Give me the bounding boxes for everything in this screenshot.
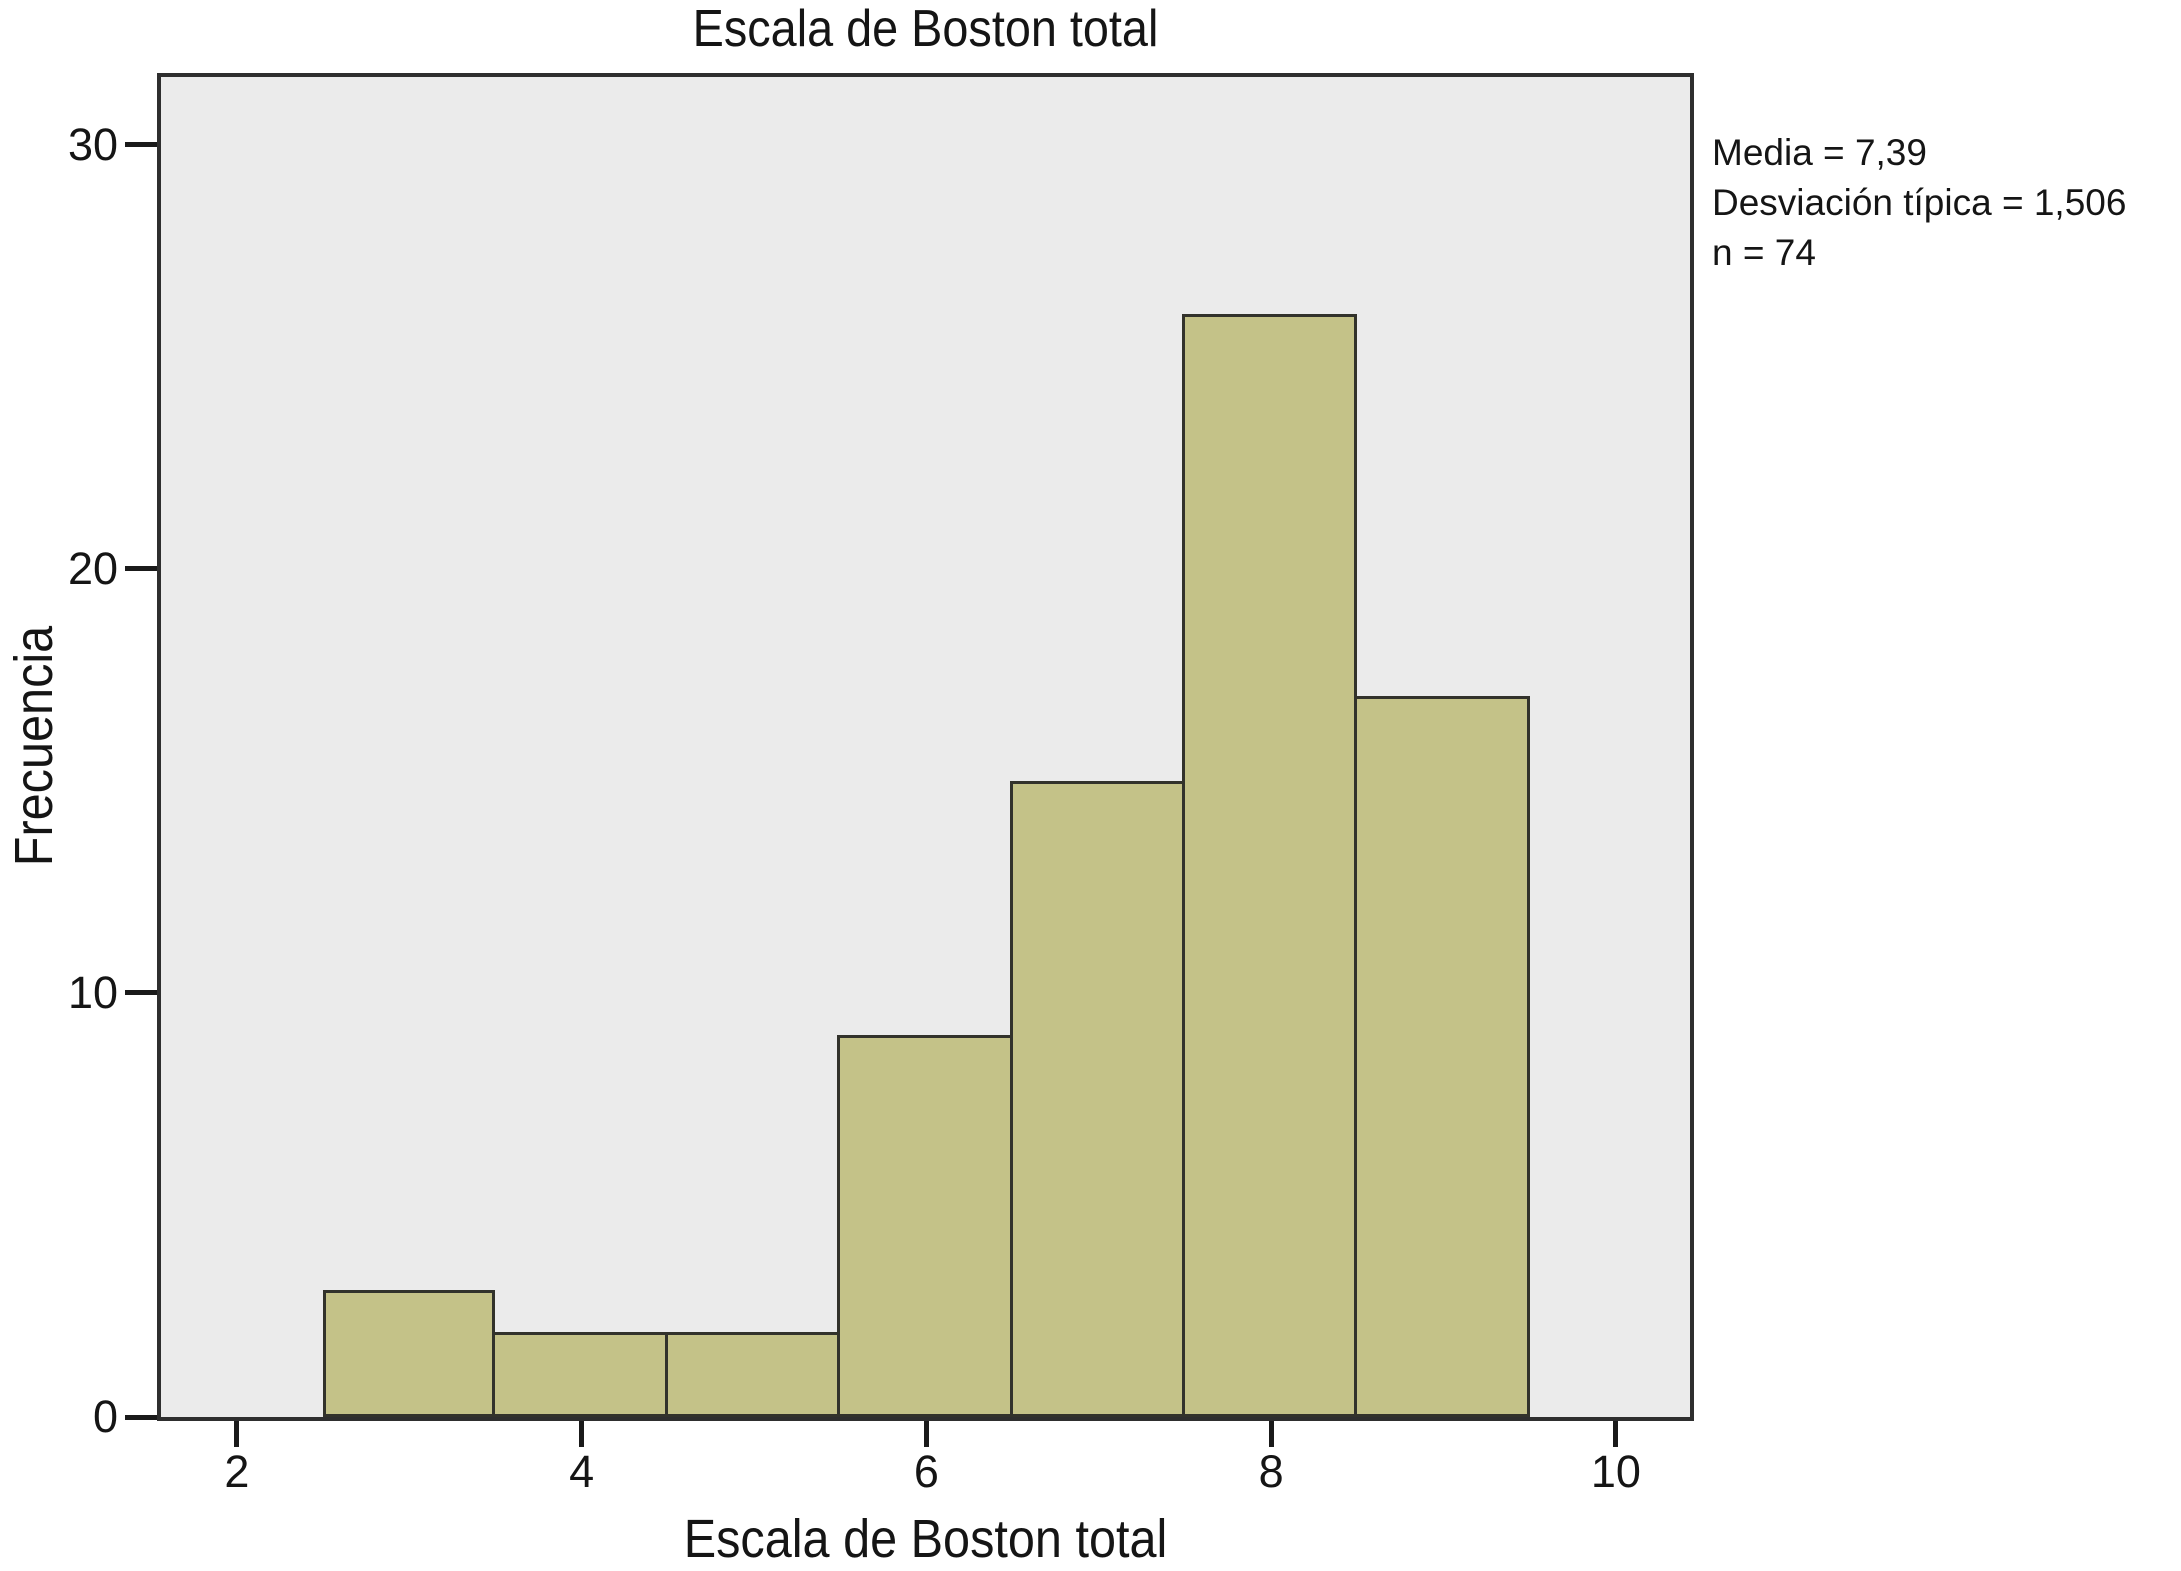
y-tick-mark	[125, 990, 157, 996]
y-axis-title: Frecuencia	[4, 625, 64, 867]
x-tick-label: 10	[1590, 1446, 1641, 1497]
chart-title: Escala de Boston total	[692, 0, 1159, 58]
histogram-bar	[837, 1035, 1013, 1417]
x-tick-mark	[1268, 1421, 1274, 1447]
x-tick-mark	[1613, 1421, 1619, 1447]
plot-area	[157, 73, 1694, 1421]
x-tick-label: 2	[224, 1446, 250, 1497]
x-tick-mark	[579, 1421, 585, 1447]
x-tick-label: 4	[569, 1446, 595, 1497]
histogram-bar	[1009, 780, 1185, 1417]
y-tick-mark	[125, 566, 157, 572]
stats-desviacion: Desviación típica = 1,506	[1712, 182, 2127, 223]
x-tick-label: 8	[1258, 1446, 1284, 1497]
histogram-bar	[1354, 696, 1530, 1417]
x-tick-mark	[923, 1421, 929, 1447]
y-tick-label: 0	[92, 1391, 118, 1442]
y-tick-label: 20	[67, 542, 118, 594]
stats-media: Media = 7,39	[1712, 132, 1927, 173]
y-tick-mark	[125, 1414, 157, 1420]
histogram-bar	[492, 1332, 668, 1417]
y-tick-mark	[125, 142, 157, 148]
histogram-bar	[1181, 314, 1358, 1417]
x-tick-mark	[234, 1421, 240, 1447]
histogram-bar	[323, 1289, 496, 1417]
x-tick-label: 6	[913, 1446, 939, 1497]
y-tick-label: 30	[67, 118, 118, 170]
stats-annotation: Media = 7,39 Desviación típica = 1,506 n…	[1712, 128, 2126, 278]
y-tick-label: 10	[67, 966, 118, 1018]
bars-layer	[161, 77, 1690, 1417]
x-axis-title: Escala de Boston total	[683, 1509, 1168, 1569]
stats-n: n = 74	[1712, 232, 1816, 273]
histogram-bar	[664, 1332, 841, 1417]
